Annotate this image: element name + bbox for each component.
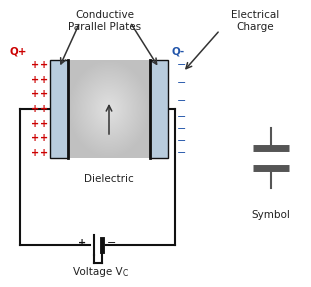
Text: −: −	[177, 112, 187, 122]
Text: Q+: Q+	[10, 47, 27, 57]
Text: +: +	[31, 89, 39, 99]
Bar	[150, 60, 168, 158]
Text: +: +	[40, 89, 48, 99]
Text: −: −	[107, 238, 117, 248]
Text: +: +	[40, 104, 48, 114]
Text: +: +	[40, 133, 48, 143]
Text: −: −	[177, 96, 187, 106]
Text: +: +	[31, 75, 39, 85]
Text: +: +	[31, 119, 39, 129]
Text: +: +	[31, 104, 39, 114]
Text: −: −	[177, 78, 187, 88]
Text: Symbol: Symbol	[252, 210, 290, 220]
Text: +: +	[78, 238, 86, 248]
Text: Voltage V: Voltage V	[73, 267, 123, 277]
Text: Conductive
Parallel Plates: Conductive Parallel Plates	[68, 10, 142, 32]
Text: −: −	[177, 60, 187, 70]
Bar	[50, 60, 68, 158]
Text: Electrical
Charge: Electrical Charge	[231, 10, 279, 32]
Text: +: +	[40, 75, 48, 85]
Text: C: C	[123, 269, 128, 278]
Text: −: −	[177, 136, 187, 146]
Text: +: +	[31, 148, 39, 158]
Text: +: +	[40, 60, 48, 70]
Text: +: +	[40, 119, 48, 129]
Text: +: +	[31, 60, 39, 70]
Text: Q-: Q-	[172, 47, 185, 57]
Text: Dielectric: Dielectric	[84, 174, 134, 184]
Text: −: −	[177, 124, 187, 134]
Text: +: +	[31, 133, 39, 143]
Text: +: +	[40, 148, 48, 158]
Text: −: −	[177, 148, 187, 158]
